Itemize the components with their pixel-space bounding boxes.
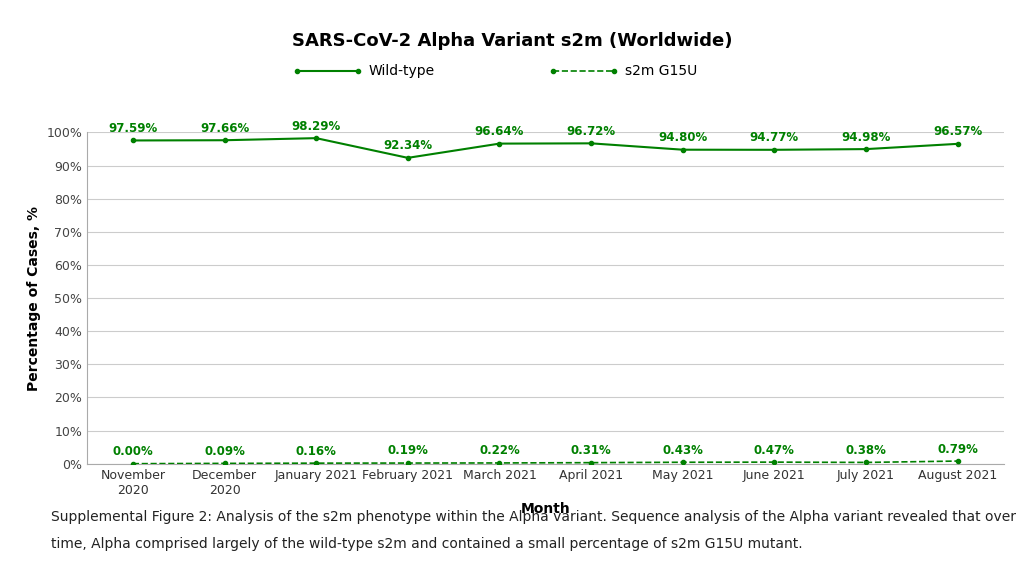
Text: 94.80%: 94.80% (658, 131, 708, 144)
Text: 96.57%: 96.57% (933, 126, 982, 138)
Text: 0.79%: 0.79% (937, 442, 978, 456)
Text: SARS-CoV-2 Alpha Variant s2m (Worldwide): SARS-CoV-2 Alpha Variant s2m (Worldwide) (292, 32, 732, 50)
Text: 94.98%: 94.98% (842, 131, 891, 143)
Text: Supplemental Figure 2: Analysis of the s2m phenotype within the Alpha variant. S: Supplemental Figure 2: Analysis of the s… (51, 510, 1016, 524)
Text: s2m G15U: s2m G15U (625, 63, 697, 78)
Text: 94.77%: 94.77% (750, 131, 799, 144)
Text: 0.16%: 0.16% (296, 445, 337, 457)
Text: 0.19%: 0.19% (387, 445, 428, 457)
Text: 0.43%: 0.43% (663, 444, 703, 457)
X-axis label: Month: Month (520, 502, 570, 516)
Text: 0.09%: 0.09% (204, 445, 245, 458)
Text: 92.34%: 92.34% (383, 139, 432, 152)
Text: 0.00%: 0.00% (113, 445, 154, 458)
Text: Wild-type: Wild-type (369, 63, 435, 78)
Text: 0.38%: 0.38% (846, 444, 887, 457)
Text: 0.47%: 0.47% (754, 444, 795, 457)
Text: 98.29%: 98.29% (292, 120, 341, 132)
Text: 97.66%: 97.66% (200, 122, 249, 135)
Text: 0.22%: 0.22% (479, 445, 520, 457)
Text: 96.72%: 96.72% (566, 125, 615, 138)
Text: 96.64%: 96.64% (475, 125, 524, 138)
Text: 97.59%: 97.59% (109, 122, 158, 135)
Y-axis label: Percentage of Cases, %: Percentage of Cases, % (27, 206, 41, 391)
Text: time, Alpha comprised largely of the wild-type s2m and contained a small percent: time, Alpha comprised largely of the wil… (51, 537, 803, 551)
Text: 0.31%: 0.31% (570, 444, 611, 457)
